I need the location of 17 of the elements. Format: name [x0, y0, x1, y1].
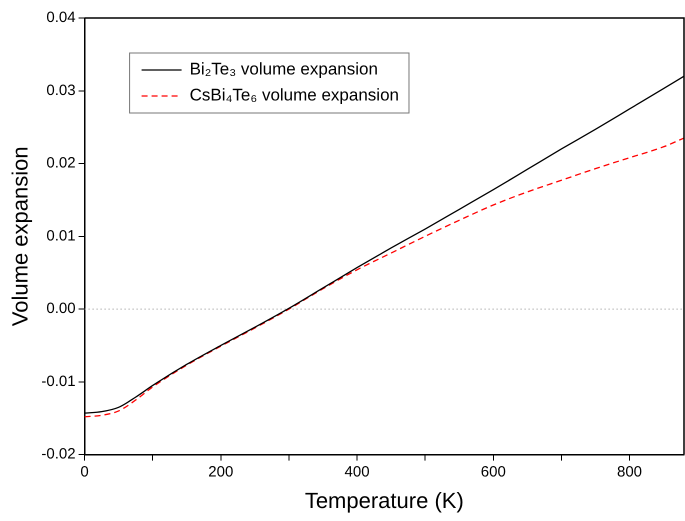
y-tick-label: -0.01 [41, 372, 76, 390]
y-tick-label: 0.02 [46, 154, 76, 172]
y-tick-label: 0.00 [46, 300, 76, 318]
x-axis-title: Temperature (K) [304, 488, 464, 513]
legend-label: Bi₂Te₃ volume expansion [190, 60, 378, 79]
x-tick-label: 800 [616, 464, 642, 481]
legend-label: CsBi₄Te₆ volume expansion [190, 86, 399, 105]
y-tick-label: 0.03 [46, 82, 76, 99]
y-axis-title: Volume expansion [7, 146, 32, 326]
line-series [84, 137, 684, 418]
x-tick-label: 200 [208, 464, 234, 481]
x-tick-label: 600 [480, 464, 506, 481]
y-tick-label: -0.02 [41, 446, 76, 463]
y-tick-label: 0.01 [46, 227, 76, 244]
x-tick-label: 400 [344, 464, 370, 481]
y-tick-label: 0.04 [46, 9, 76, 26]
x-tick-label: 0 [80, 464, 89, 481]
